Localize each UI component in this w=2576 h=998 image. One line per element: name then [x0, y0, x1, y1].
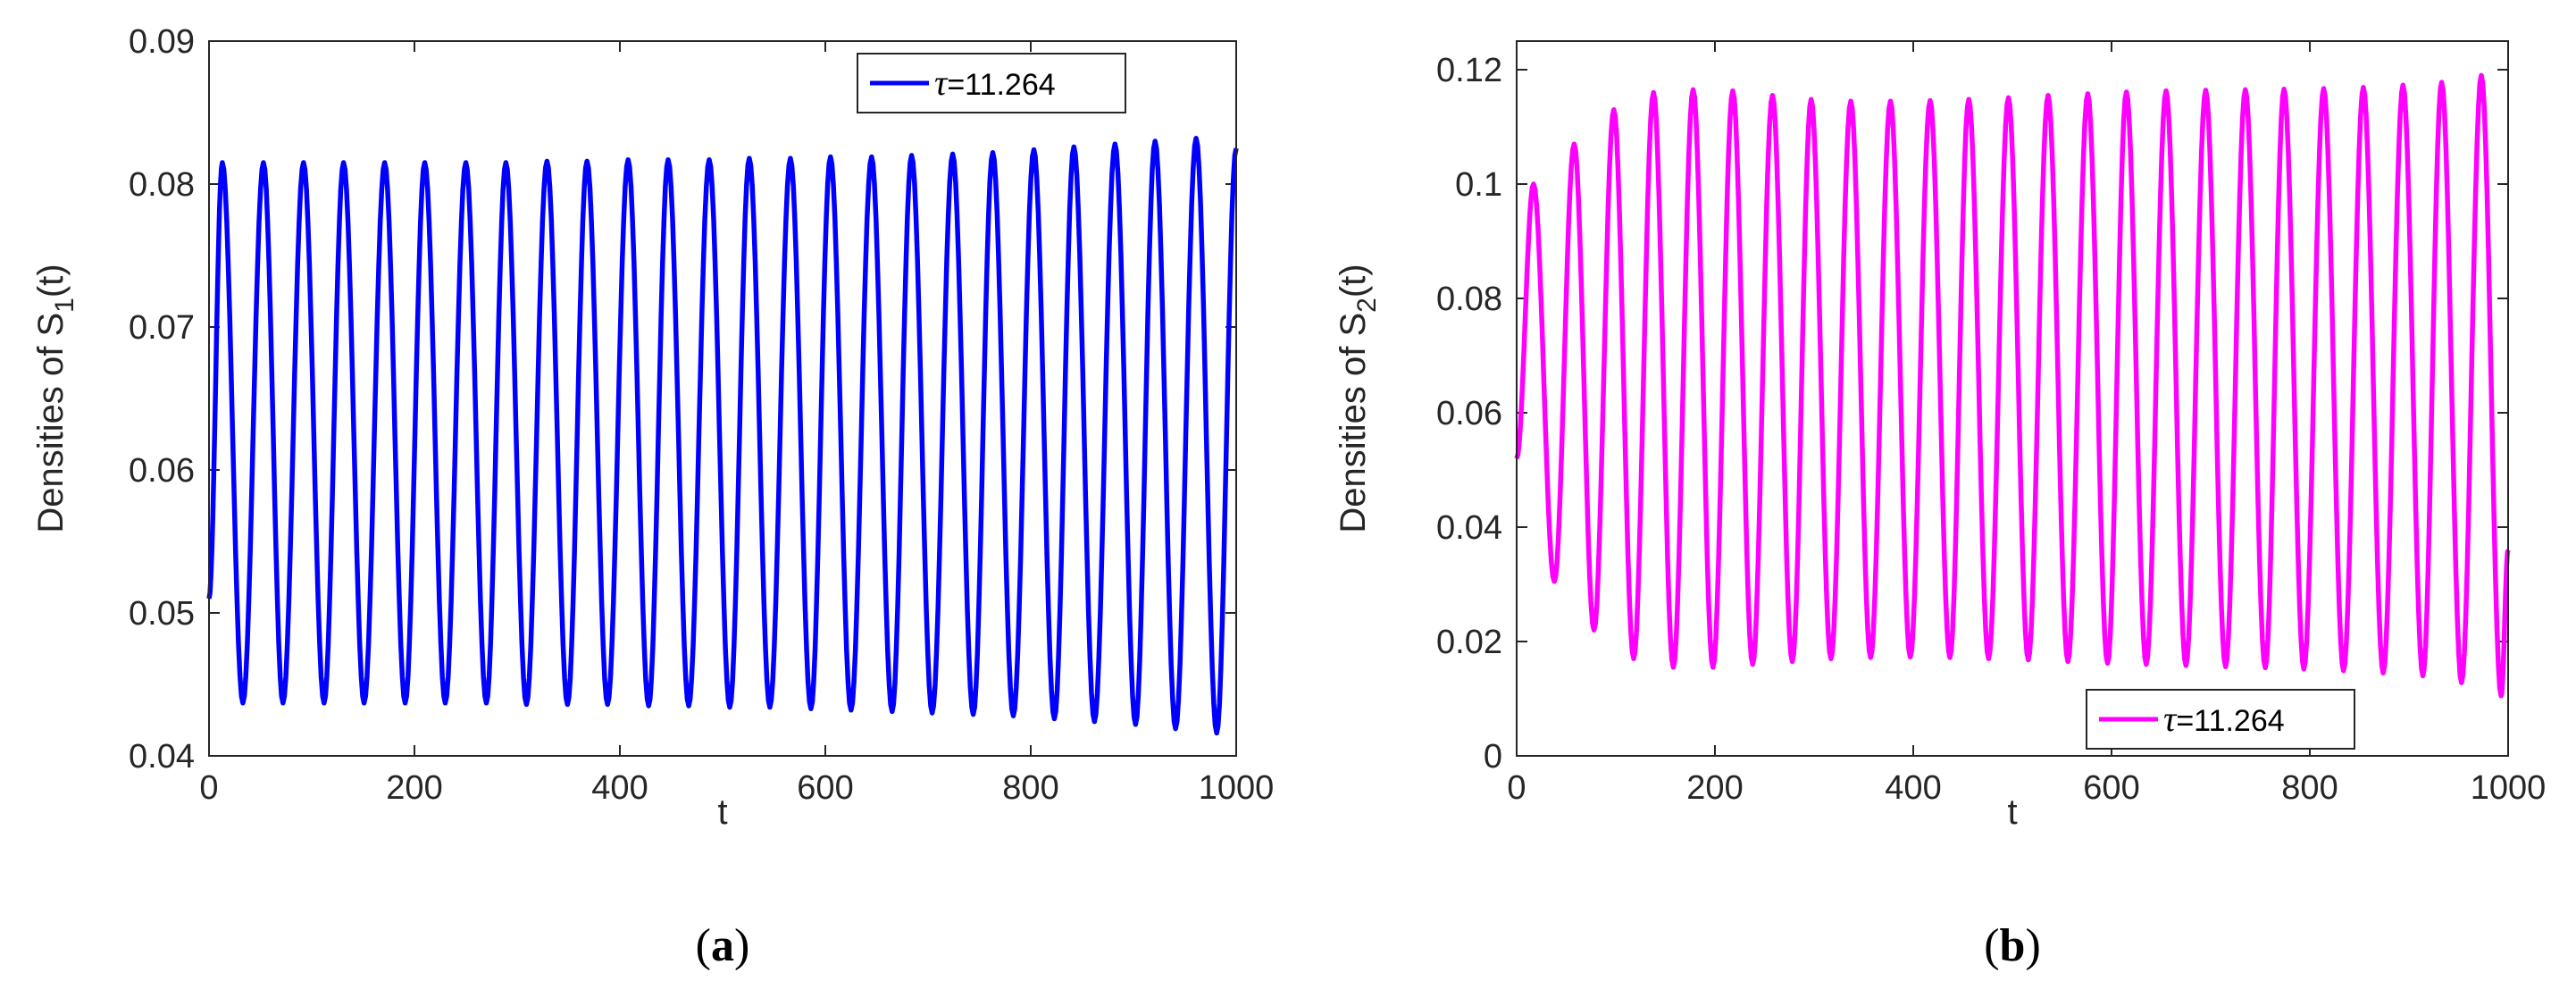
y-tick-label: 0.07: [129, 309, 195, 347]
legend-b: τ=11.264: [2086, 689, 2355, 750]
chart-panel-a: 0.04 0.05 0.06 0.07 0.08 0.09 0 200 400 600 800 10…: [31, 23, 1274, 971]
x-tick-label: 200: [1686, 769, 1743, 807]
y-tick-labels-b: 0 0.02 0.04 0.06 0.08 0.1 0.12: [1436, 52, 1502, 776]
y-tick-label: 0.06: [129, 452, 195, 490]
x-tick-label: 200: [386, 769, 442, 807]
x-axis-label-a: t: [717, 793, 727, 832]
legend-label-b: τ=11.264: [2163, 699, 2285, 739]
x-tick-label: 800: [2281, 769, 2338, 807]
y-tick-label: 0.06: [1436, 395, 1502, 432]
chart-panel-b: 0 0.02 0.04 0.06 0.08 0.1 0.12 0 200 400 600 800 10…: [1334, 40, 2546, 971]
axes-box-a: [208, 40, 1237, 757]
x-tick-label: 400: [591, 769, 648, 807]
series-line-a: [206, 136, 1239, 736]
x-tick-label: 1000: [1199, 769, 1275, 807]
x-tick-label: 800: [1002, 769, 1058, 807]
x-tick-label: 600: [2083, 769, 2139, 807]
panel-label-b: (b): [1984, 920, 2041, 971]
y-tick-label: 0.02: [1436, 624, 1502, 661]
x-tick-labels-b: 0 200 400 600 800 1000: [1507, 769, 2546, 807]
x-axis-label-b: t: [2007, 793, 2017, 832]
x-tick-label: 0: [1507, 769, 1526, 807]
x-tick-labels-a: 0 200 400 600 800 1000: [199, 769, 1274, 807]
x-tick-label: 600: [797, 769, 853, 807]
series-line-b: [1514, 72, 2511, 699]
y-tick-label: 0.08: [129, 166, 195, 204]
y-axis-label-b: Densities of S2(t): [1334, 264, 1382, 533]
y-tick-label: 0.04: [129, 738, 195, 776]
panel-label-a: (a): [696, 920, 750, 971]
x-tick-label: 0: [199, 769, 218, 807]
axes-box-b: [1516, 40, 2509, 757]
x-tick-label: 1000: [2471, 769, 2547, 807]
y-tick-label: 0: [1484, 738, 1502, 776]
y-tick-label: 0.12: [1436, 52, 1502, 89]
x-tick-label: 400: [1885, 769, 1941, 807]
y-tick-label: 0.09: [129, 23, 195, 61]
y-tick-label: 0.08: [1436, 281, 1502, 318]
y-tick-label: 0.04: [1436, 509, 1502, 547]
y-tick-labels-a: 0.04 0.05 0.06 0.07 0.08 0.09: [129, 23, 195, 776]
legend-label-a: τ=11.264: [934, 63, 1056, 103]
y-axis-label-a: Densities of S1(t): [31, 264, 79, 533]
y-tick-label: 0.05: [129, 595, 195, 633]
y-tick-label: 0.1: [1455, 166, 1502, 204]
legend-a: τ=11.264: [857, 53, 1126, 113]
